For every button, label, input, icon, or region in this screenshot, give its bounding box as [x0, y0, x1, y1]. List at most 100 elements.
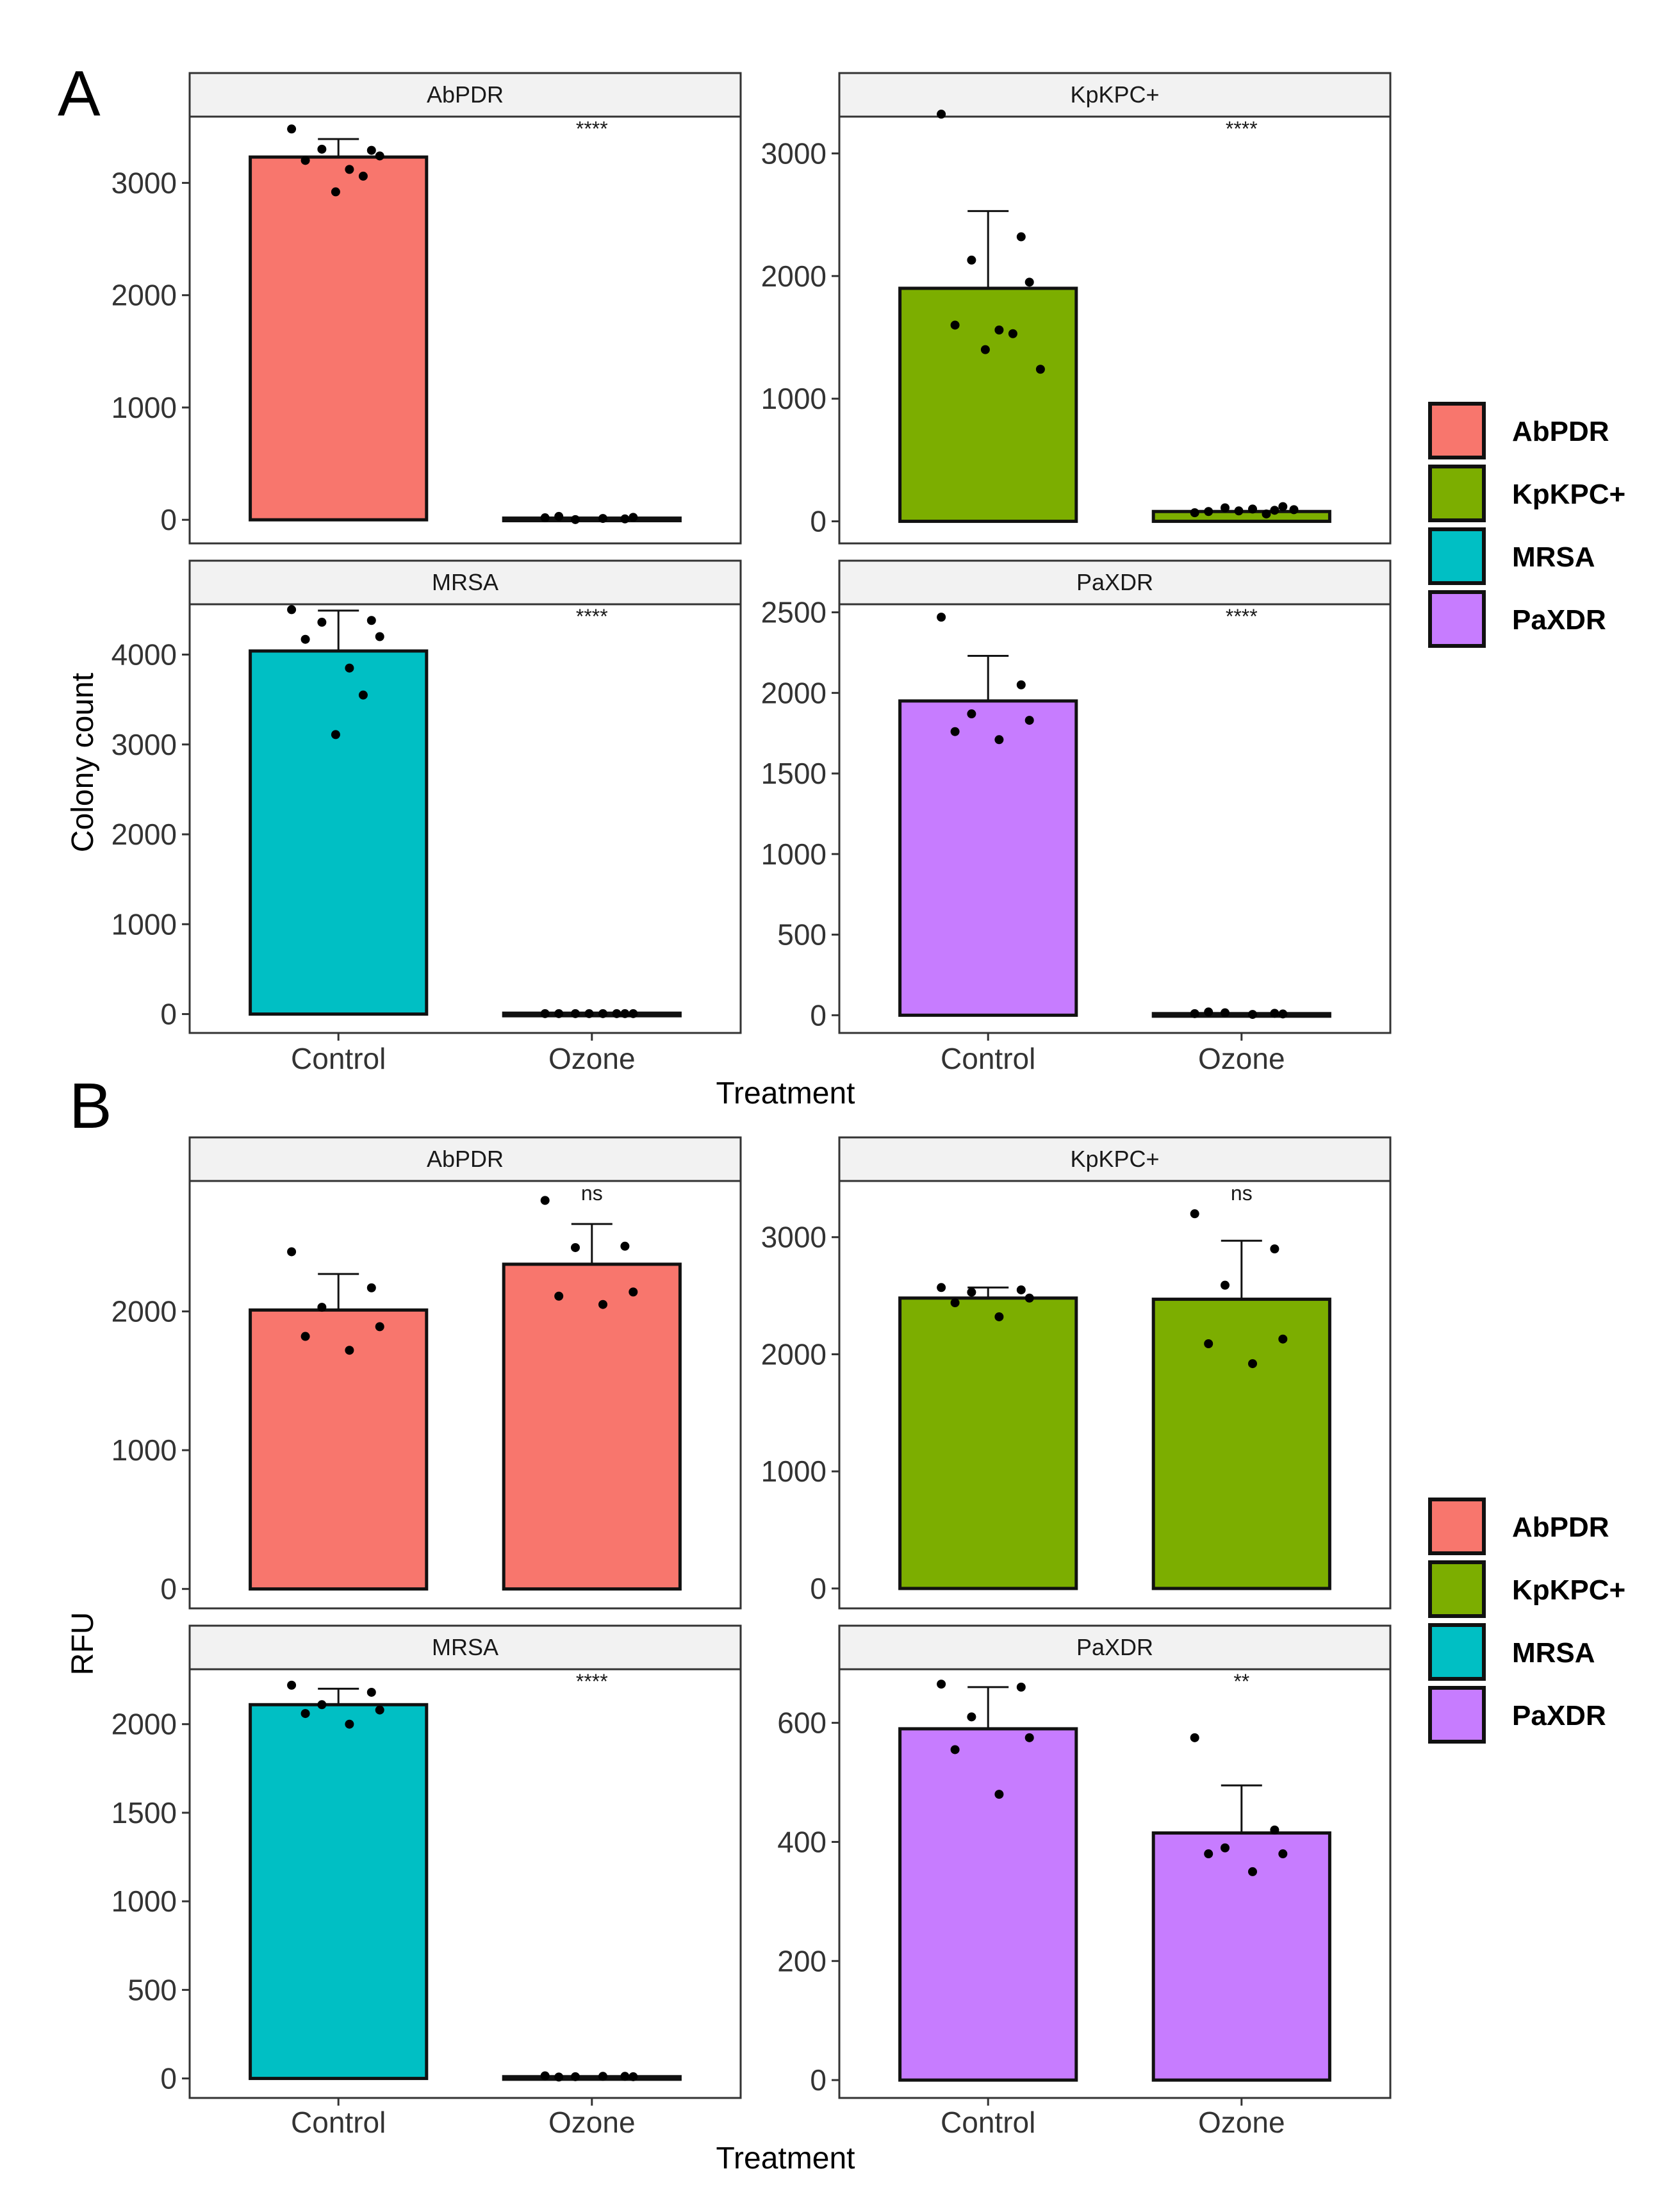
- legend-label: MRSA: [1512, 541, 1595, 573]
- facet-strip: [188, 1624, 742, 1671]
- x-axis-title: Treatment: [716, 2142, 855, 2175]
- data-point: [571, 1009, 580, 1018]
- significance-label: ns: [1231, 1182, 1253, 1205]
- data-point: [317, 1700, 327, 1710]
- data-point: [1024, 1293, 1034, 1303]
- facet-strip: [838, 559, 1392, 606]
- y-tick-label: 3000: [111, 728, 177, 761]
- data-point: [1278, 1009, 1288, 1019]
- legend: AbPDR KpKPC+ MRSA PaXDR: [1428, 1498, 1625, 1744]
- data-point: [366, 1687, 376, 1697]
- facet-mrsa: MRSA 0 1000 2000 3000 4000 **** Control Ozone: [111, 559, 742, 1075]
- y-tick-label: 3000: [111, 166, 177, 199]
- y-tick-label: 1500: [761, 757, 827, 790]
- y-tick-label: 600: [777, 1706, 827, 1740]
- data-point: [1289, 505, 1299, 515]
- data-point: [1221, 1843, 1230, 1853]
- facet-strip: [838, 1624, 1392, 1671]
- data-point: [994, 735, 1004, 745]
- bar: [249, 1703, 429, 2081]
- y-tick-label: 2000: [111, 1708, 177, 1741]
- y-tick-label: 3000: [761, 136, 827, 170]
- x-tick-label: Control: [291, 1042, 386, 1075]
- data-point: [967, 255, 976, 265]
- data-point: [937, 613, 946, 622]
- facet-abpdr: AbPDR 0 1000 2000 ns: [111, 1136, 742, 1610]
- data-point: [345, 165, 354, 174]
- facet-mrsa: MRSA 0 500 1000 1500 2000 **** Control Ozone: [111, 1624, 742, 2139]
- facet-strip-label: MRSA: [432, 569, 498, 595]
- data-point: [1204, 1849, 1213, 1859]
- data-point: [1270, 1009, 1279, 1018]
- panel-letter: A: [58, 58, 101, 129]
- y-tick-label: 1000: [111, 1885, 177, 1918]
- data-point: [287, 1680, 297, 1690]
- bar: [1151, 1831, 1331, 2082]
- y-tick-label: 0: [810, 2063, 827, 2097]
- x-tick-label: Control: [941, 1042, 1035, 1075]
- data-point: [967, 1287, 976, 1297]
- data-point: [1221, 1008, 1230, 1018]
- data-point: [1270, 1825, 1279, 1835]
- data-point: [937, 1283, 946, 1292]
- legend-swatch: [1428, 1623, 1486, 1681]
- data-point: [571, 515, 580, 524]
- y-tick-label: 0: [810, 1572, 827, 1605]
- bar: [502, 2075, 682, 2081]
- y-tick-label: 200: [777, 1944, 827, 1977]
- facet-paxdr: PaXDR 0 200 400 600 ** Control Ozone: [777, 1624, 1392, 2139]
- data-point: [287, 1247, 297, 1257]
- y-tick-label: 1000: [111, 1433, 177, 1467]
- data-point: [1278, 1334, 1288, 1344]
- data-point: [1190, 1009, 1199, 1018]
- data-point: [1221, 503, 1230, 513]
- y-tick-label: 2000: [761, 676, 827, 709]
- data-point: [620, 1009, 630, 1018]
- x-axis-title: Treatment: [716, 1077, 855, 1110]
- facet-kpkpc-: KpKPC+ 0 1000 2000 3000 ns: [761, 1136, 1392, 1610]
- y-tick-label: 2000: [761, 260, 827, 293]
- facet-strip-label: PaXDR: [1076, 1634, 1153, 1660]
- data-point: [366, 145, 376, 155]
- y-tick-label: 0: [160, 2062, 177, 2095]
- y-tick-label: 2000: [761, 1337, 827, 1371]
- legend-label: KpKPC+: [1512, 1574, 1625, 1606]
- legend-label: PaXDR: [1512, 1700, 1606, 1731]
- legend-swatch: [1428, 402, 1486, 459]
- bar: [1151, 1012, 1331, 1018]
- data-point: [300, 1709, 310, 1719]
- data-point: [1278, 502, 1288, 511]
- y-axis-title: RFU: [66, 1612, 100, 1676]
- facet-strip: [838, 1136, 1392, 1182]
- bar: [249, 1308, 429, 1591]
- data-point: [358, 171, 368, 181]
- facet-strip-label: AbPDR: [427, 81, 504, 108]
- legend-label: AbPDR: [1512, 416, 1609, 447]
- bar: [898, 286, 1078, 524]
- data-point: [300, 156, 310, 165]
- facet-kpkpc-: KpKPC+ 0 1000 2000 3000 ****: [761, 72, 1392, 545]
- data-point: [629, 1287, 638, 1297]
- data-point: [620, 514, 630, 524]
- y-tick-label: 0: [160, 503, 177, 536]
- data-point: [366, 1283, 376, 1292]
- legend-label: PaXDR: [1512, 604, 1606, 636]
- bar: [898, 699, 1078, 1017]
- facet-strip-label: AbPDR: [427, 1146, 504, 1172]
- data-point: [540, 1009, 550, 1018]
- legend-swatch: [1428, 527, 1486, 585]
- data-point: [1204, 507, 1213, 516]
- x-tick-label: Ozone: [1198, 2106, 1285, 2139]
- data-point: [629, 1009, 638, 1018]
- y-tick-label: 0: [160, 998, 177, 1031]
- data-point: [584, 1009, 594, 1018]
- data-point: [1234, 506, 1244, 516]
- bar: [249, 649, 429, 1016]
- legend-label: AbPDR: [1512, 1512, 1609, 1543]
- data-point: [1024, 716, 1034, 725]
- data-point: [331, 730, 340, 739]
- facet-strip-label: KpKPC+: [1070, 1146, 1159, 1172]
- data-point: [554, 2072, 564, 2082]
- legend-swatch: [1428, 1498, 1486, 1555]
- legend: AbPDR KpKPC+ MRSA PaXDR: [1428, 402, 1625, 648]
